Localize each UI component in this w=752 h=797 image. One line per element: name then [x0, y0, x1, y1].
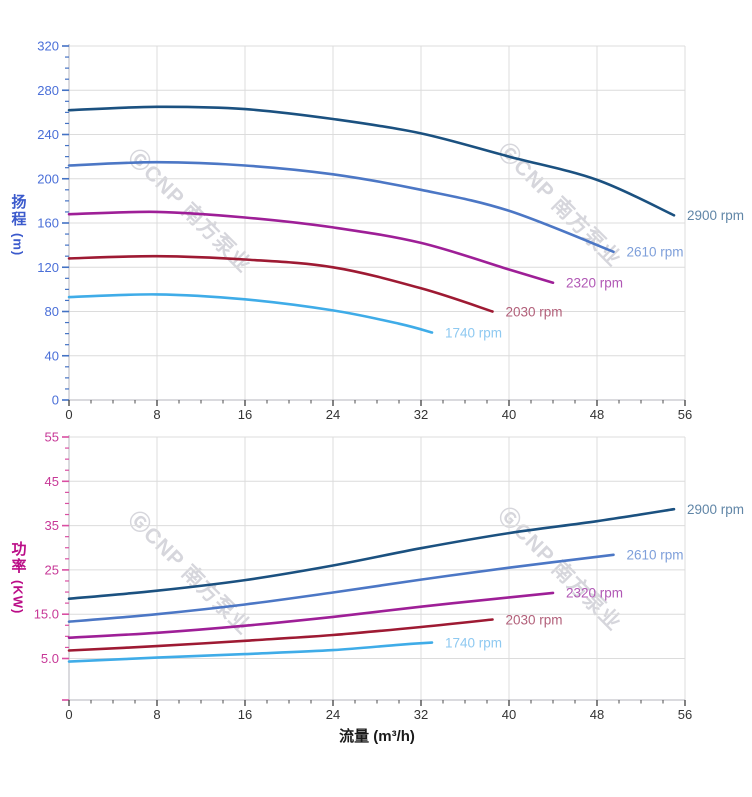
- x-tick-label: 40: [502, 707, 516, 722]
- power-axis-unit-text: (KW): [10, 580, 26, 615]
- y-tick-label: 80: [45, 304, 59, 319]
- x-tick-label: 48: [590, 707, 604, 722]
- curve-label-2610-rpm: 2610 rpm: [627, 245, 684, 260]
- curve-2610-rpm: [67, 553, 615, 623]
- x-tick-label: 40: [502, 407, 516, 422]
- x-tick-label: 56: [678, 707, 692, 722]
- y-tick-label: 240: [37, 127, 59, 142]
- y-tick-label: 25: [45, 562, 59, 577]
- y-tick-label: 120: [37, 260, 59, 275]
- y-tick-label: 160: [37, 216, 59, 231]
- curve-1740-rpm: [67, 641, 434, 663]
- curve-label-2320-rpm: 2320 rpm: [566, 276, 623, 291]
- curve-label-2320-rpm: 2320 rpm: [566, 586, 623, 601]
- curve-label-2900-rpm: 2900 rpm: [687, 208, 744, 223]
- x-tick-label: 8: [153, 407, 160, 422]
- y-tick-label: 55: [45, 430, 59, 445]
- curve-label-2030-rpm: 2030 rpm: [506, 304, 563, 319]
- curve-2900-rpm: [67, 507, 676, 600]
- x-tick-label: 16: [238, 707, 252, 722]
- curve-label-1740-rpm: 1740 rpm: [445, 325, 502, 340]
- curve-label-2030-rpm: 2030 rpm: [506, 612, 563, 627]
- y-tick-label: 200: [37, 171, 59, 186]
- flow-axis-title: 流量 (m³/h): [339, 728, 415, 745]
- y-tick-label: 40: [45, 348, 59, 363]
- power-axis-title: 功率 (KW): [6, 541, 30, 614]
- curve-label-2900-rpm: 2900 rpm: [687, 502, 744, 517]
- x-tick-label: 0: [65, 707, 72, 722]
- y-tick-label: 0: [52, 393, 59, 408]
- head-axis-title-text: 扬程: [9, 194, 27, 228]
- curve-2610-rpm: [67, 160, 615, 254]
- x-tick-label: 56: [678, 407, 692, 422]
- power-axis-title-text: 功率: [9, 541, 27, 575]
- curve-2030-rpm: [67, 618, 494, 652]
- x-tick-label: 8: [153, 707, 160, 722]
- y-tick-label: 35: [45, 518, 59, 533]
- x-tick-label: 16: [238, 407, 252, 422]
- curve-2320-rpm: [67, 591, 555, 639]
- x-tick-label: 0: [65, 407, 72, 422]
- watermark-text: ⒼCNP 南方泵业: [123, 507, 256, 640]
- head-axis-unit-text: (m): [10, 233, 26, 257]
- y-tick-label: 5.0: [41, 651, 59, 666]
- x-tick-label: 24: [326, 707, 340, 722]
- y-tick-label: 280: [37, 83, 59, 98]
- x-tick-label: 32: [414, 707, 428, 722]
- x-tick-label: 48: [590, 407, 604, 422]
- curve-label-2610-rpm: 2610 rpm: [627, 548, 684, 563]
- curve-1740-rpm: [67, 293, 434, 334]
- curve-label-1740-rpm: 1740 rpm: [445, 635, 502, 650]
- curve-2320-rpm: [67, 210, 555, 284]
- x-tick-label: 32: [414, 407, 428, 422]
- curve-2030-rpm: [67, 254, 494, 313]
- y-tick-label: 45: [45, 474, 59, 489]
- head-axis-title: 扬程 (m): [6, 194, 30, 256]
- y-tick-label: 15.0: [34, 607, 59, 622]
- curve-2900-rpm: [67, 105, 676, 217]
- x-tick-label: 24: [326, 407, 340, 422]
- y-tick-label: 320: [37, 39, 59, 54]
